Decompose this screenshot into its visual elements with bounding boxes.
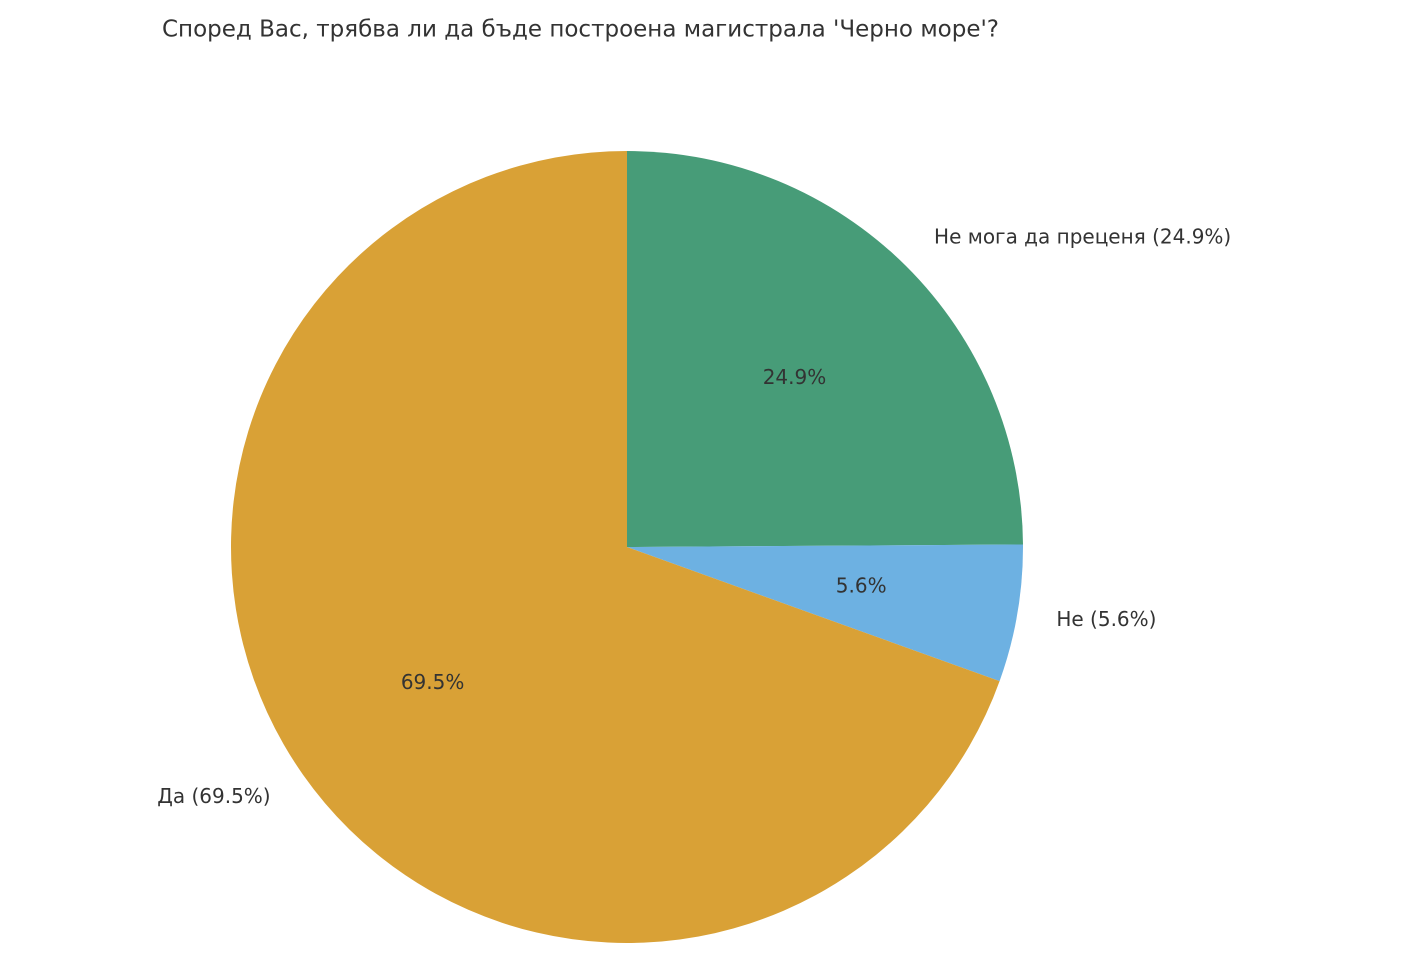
chart-title: Според Вас, трябва ли да бъде построена … [162, 17, 999, 43]
value-label: 24.9% [763, 365, 827, 389]
value-label: 5.6% [836, 574, 887, 598]
value-label: 69.5% [401, 670, 465, 694]
pie-slice [627, 544, 1023, 682]
slice-label: Не мога да преценя (24.9%) [934, 225, 1231, 249]
pie-slice [627, 151, 1023, 547]
slice-label: Да (69.5%) [157, 784, 270, 808]
pie-slice [231, 151, 1000, 943]
slice-label: Не (5.6%) [1056, 607, 1156, 631]
